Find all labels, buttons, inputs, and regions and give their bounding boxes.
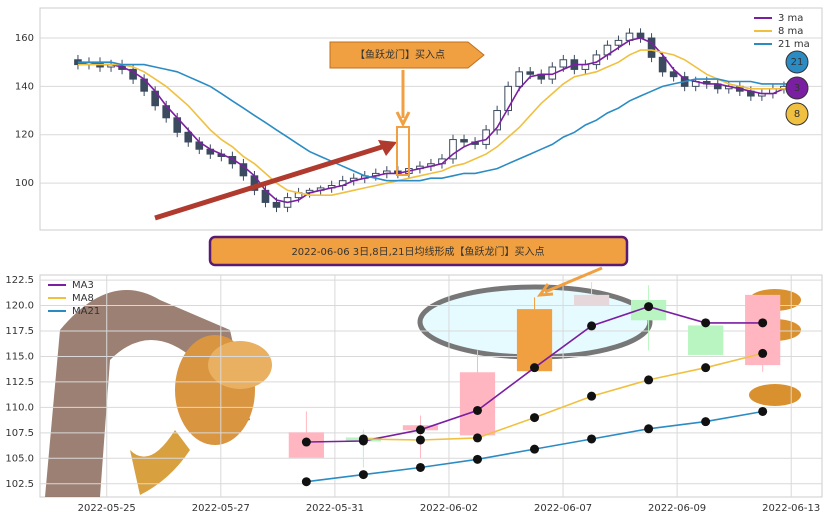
ma-marker [415,435,425,445]
y-tick-label: 117.5 [5,326,34,337]
ma-marker [587,434,597,444]
badge [785,50,809,74]
x-tick-label: 2022-06-02 [420,503,478,514]
ma-marker [530,444,540,454]
candle-body [460,139,468,143]
ma-marker [587,321,597,331]
candle-body [449,139,457,160]
ma-marker [415,425,425,435]
annotation-pointer [536,266,603,297]
ma-line [77,61,795,182]
candle-body [688,325,724,355]
badge-label: 8 [794,109,800,120]
trend-arrow [154,143,386,221]
candle-body [516,309,553,372]
legend-label: MA21 [72,306,100,317]
candle-body [184,131,193,143]
annotation: 【鱼跃龙门】买入点 [355,48,445,61]
y-tick-label: 105.0 [5,453,34,464]
tail-decoration [130,430,190,495]
x-tick-label: 2022-06-09 [648,503,706,514]
ma-marker [358,434,368,444]
ma-marker [758,406,768,416]
ma-marker [301,477,311,487]
y-tick-label: 102.5 [5,479,34,490]
ma-marker [301,437,311,447]
y-tick-label: 107.5 [5,428,34,439]
candle-body [669,71,678,78]
ma-marker [415,462,425,472]
candle-body [272,201,281,208]
candle-body [559,59,568,68]
fish-decoration [749,384,801,406]
ma-marker [758,348,768,358]
candle-body [459,372,496,436]
x-tick-label: 2022-05-25 [78,503,136,514]
y-tick-label: 120 [15,130,34,141]
x-tick-label: 2022-06-07 [534,503,592,514]
ma-marker [644,375,654,385]
ma-line [77,49,795,196]
y-tick-label: 110.0 [5,402,34,413]
ma-marker [587,391,597,401]
candle-body [515,71,524,87]
ma-marker [472,405,482,415]
candle-body [658,56,667,73]
annotation-box [208,235,629,267]
candle-body [614,39,623,46]
callout-pointer [395,70,411,128]
ma-marker [644,424,654,434]
candle-body [573,294,610,307]
ma-marker [530,363,540,373]
candle-body [526,71,535,75]
ma-marker [701,363,711,373]
candle-body [745,294,781,366]
y-tick-label: 122.5 [5,275,34,286]
x-tick-label: 2022-05-31 [306,503,364,514]
ma-marker [472,433,482,443]
badge-label: 3 [794,83,800,94]
annotation: 2022-06-06 3日,8日,21日均线形成【鱼跃龙门】买入点 [291,245,544,258]
candle-body [504,85,512,112]
ma-marker [758,318,768,328]
legend-label: 3 ma [778,13,803,24]
ma-marker [530,413,540,423]
y-tick-label: 115.0 [5,351,34,362]
legend-label: MA3 [72,280,94,291]
ma-marker [644,302,654,312]
y-tick-label: 112.5 [5,377,34,388]
y-tick-label: 100 [15,178,34,189]
ma-marker [472,454,482,464]
top-panel [39,7,823,231]
candle-body [228,155,237,165]
badge [785,102,809,126]
dog-head [208,341,272,389]
y-tick-label: 120.0 [5,301,34,312]
ma-line [363,352,763,441]
ma-line [77,37,795,204]
ma-marker [358,470,368,480]
legend-label: MA8 [72,293,94,304]
ma-marker [701,318,711,328]
y-tick-label: 140 [15,81,34,92]
ma-marker [701,417,711,427]
y-tick-label: 160 [15,33,34,44]
trend-arrow-head [378,140,397,156]
x-tick-label: 2022-06-13 [762,503,820,514]
legend-label: 21 ma [778,39,810,50]
candle-body [647,37,656,58]
callout-arrow [329,41,485,69]
legend-label: 8 ma [778,26,803,37]
badge-label: 21 [791,57,804,68]
x-tick-label: 2022-05-27 [192,503,250,514]
badge [785,76,809,100]
